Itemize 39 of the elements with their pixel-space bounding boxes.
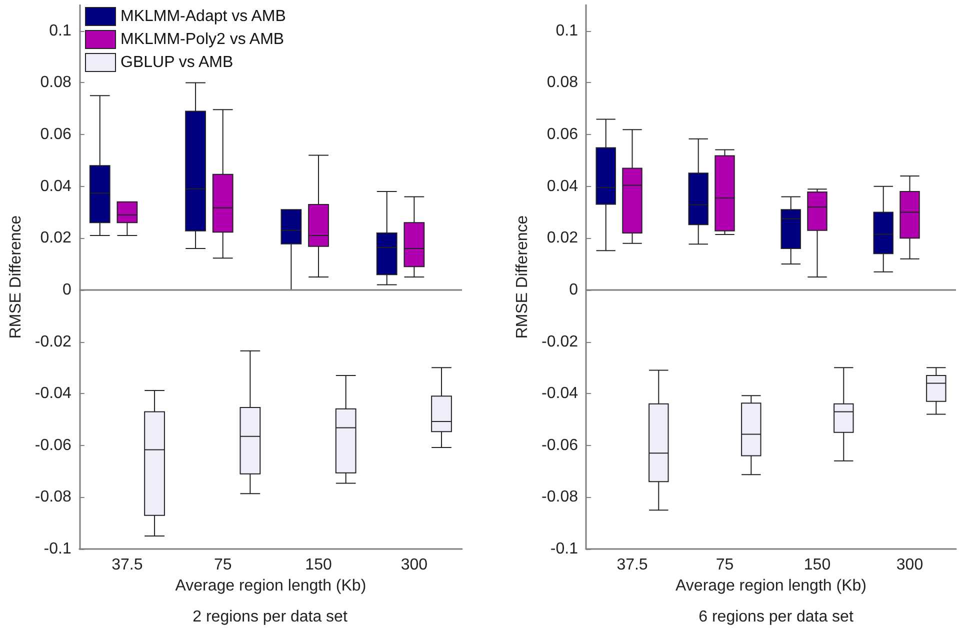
y-tick-label: 0.1 xyxy=(49,22,72,40)
y-tick-label: -0.08 xyxy=(542,488,578,506)
y-tick-label: 0.02 xyxy=(546,230,578,247)
x-tick-label: 37.5 xyxy=(112,556,143,574)
y-tick-label: 0.06 xyxy=(546,126,578,144)
x-tick-label: 75 xyxy=(214,556,232,574)
text: 6 regions per data set xyxy=(698,608,854,626)
legend-label: MKLMM-Adapt vs AMB xyxy=(120,8,286,25)
x-axis-title: Average region length (Kb) xyxy=(676,577,866,594)
text: 2 regions per data set xyxy=(192,608,348,626)
legend-label: MKLMM-Poly2 vs AMB xyxy=(120,31,284,48)
y-tick-label: -0.02 xyxy=(34,333,72,350)
legend-label: GBLUP vs AMB xyxy=(120,54,234,71)
y-tick-label: -0.08 xyxy=(34,488,72,506)
y-tick-label: 0.02 xyxy=(40,230,72,247)
x-tick-label: 300 xyxy=(400,556,428,574)
x-axis-title: Average region length (Kb) xyxy=(175,577,366,594)
y-axis-title: RMSE Difference xyxy=(514,215,532,339)
y-tick-label: -0.04 xyxy=(34,385,72,402)
y-tick-label: 0.04 xyxy=(40,178,72,195)
y-axis-title: RMSE Difference xyxy=(8,215,24,339)
y-tick-label: 0.04 xyxy=(546,178,578,195)
y-tick-label: -0.1 xyxy=(44,540,72,558)
x-tick-label: 37.5 xyxy=(616,556,648,574)
y-tick-label: -0.04 xyxy=(542,385,578,402)
x-tick-label: 300 xyxy=(896,556,924,574)
x-tick-label: 150 xyxy=(804,556,831,574)
y-tick-label: -0.1 xyxy=(550,540,578,558)
x-tick-label: 75 xyxy=(716,556,734,574)
y-tick-label: 0.08 xyxy=(40,74,72,92)
y-tick-label: 0.1 xyxy=(556,22,578,40)
y-tick-label: 0.06 xyxy=(40,126,72,144)
x-tick-label: 150 xyxy=(305,556,332,574)
y-tick-label: -0.06 xyxy=(542,436,578,454)
y-tick-label: 0 xyxy=(569,281,578,298)
y-tick-label: -0.02 xyxy=(542,333,578,350)
y-tick-label: -0.06 xyxy=(34,436,72,454)
y-tick-label: 0 xyxy=(62,281,72,298)
y-tick-label: 0.08 xyxy=(546,74,578,92)
